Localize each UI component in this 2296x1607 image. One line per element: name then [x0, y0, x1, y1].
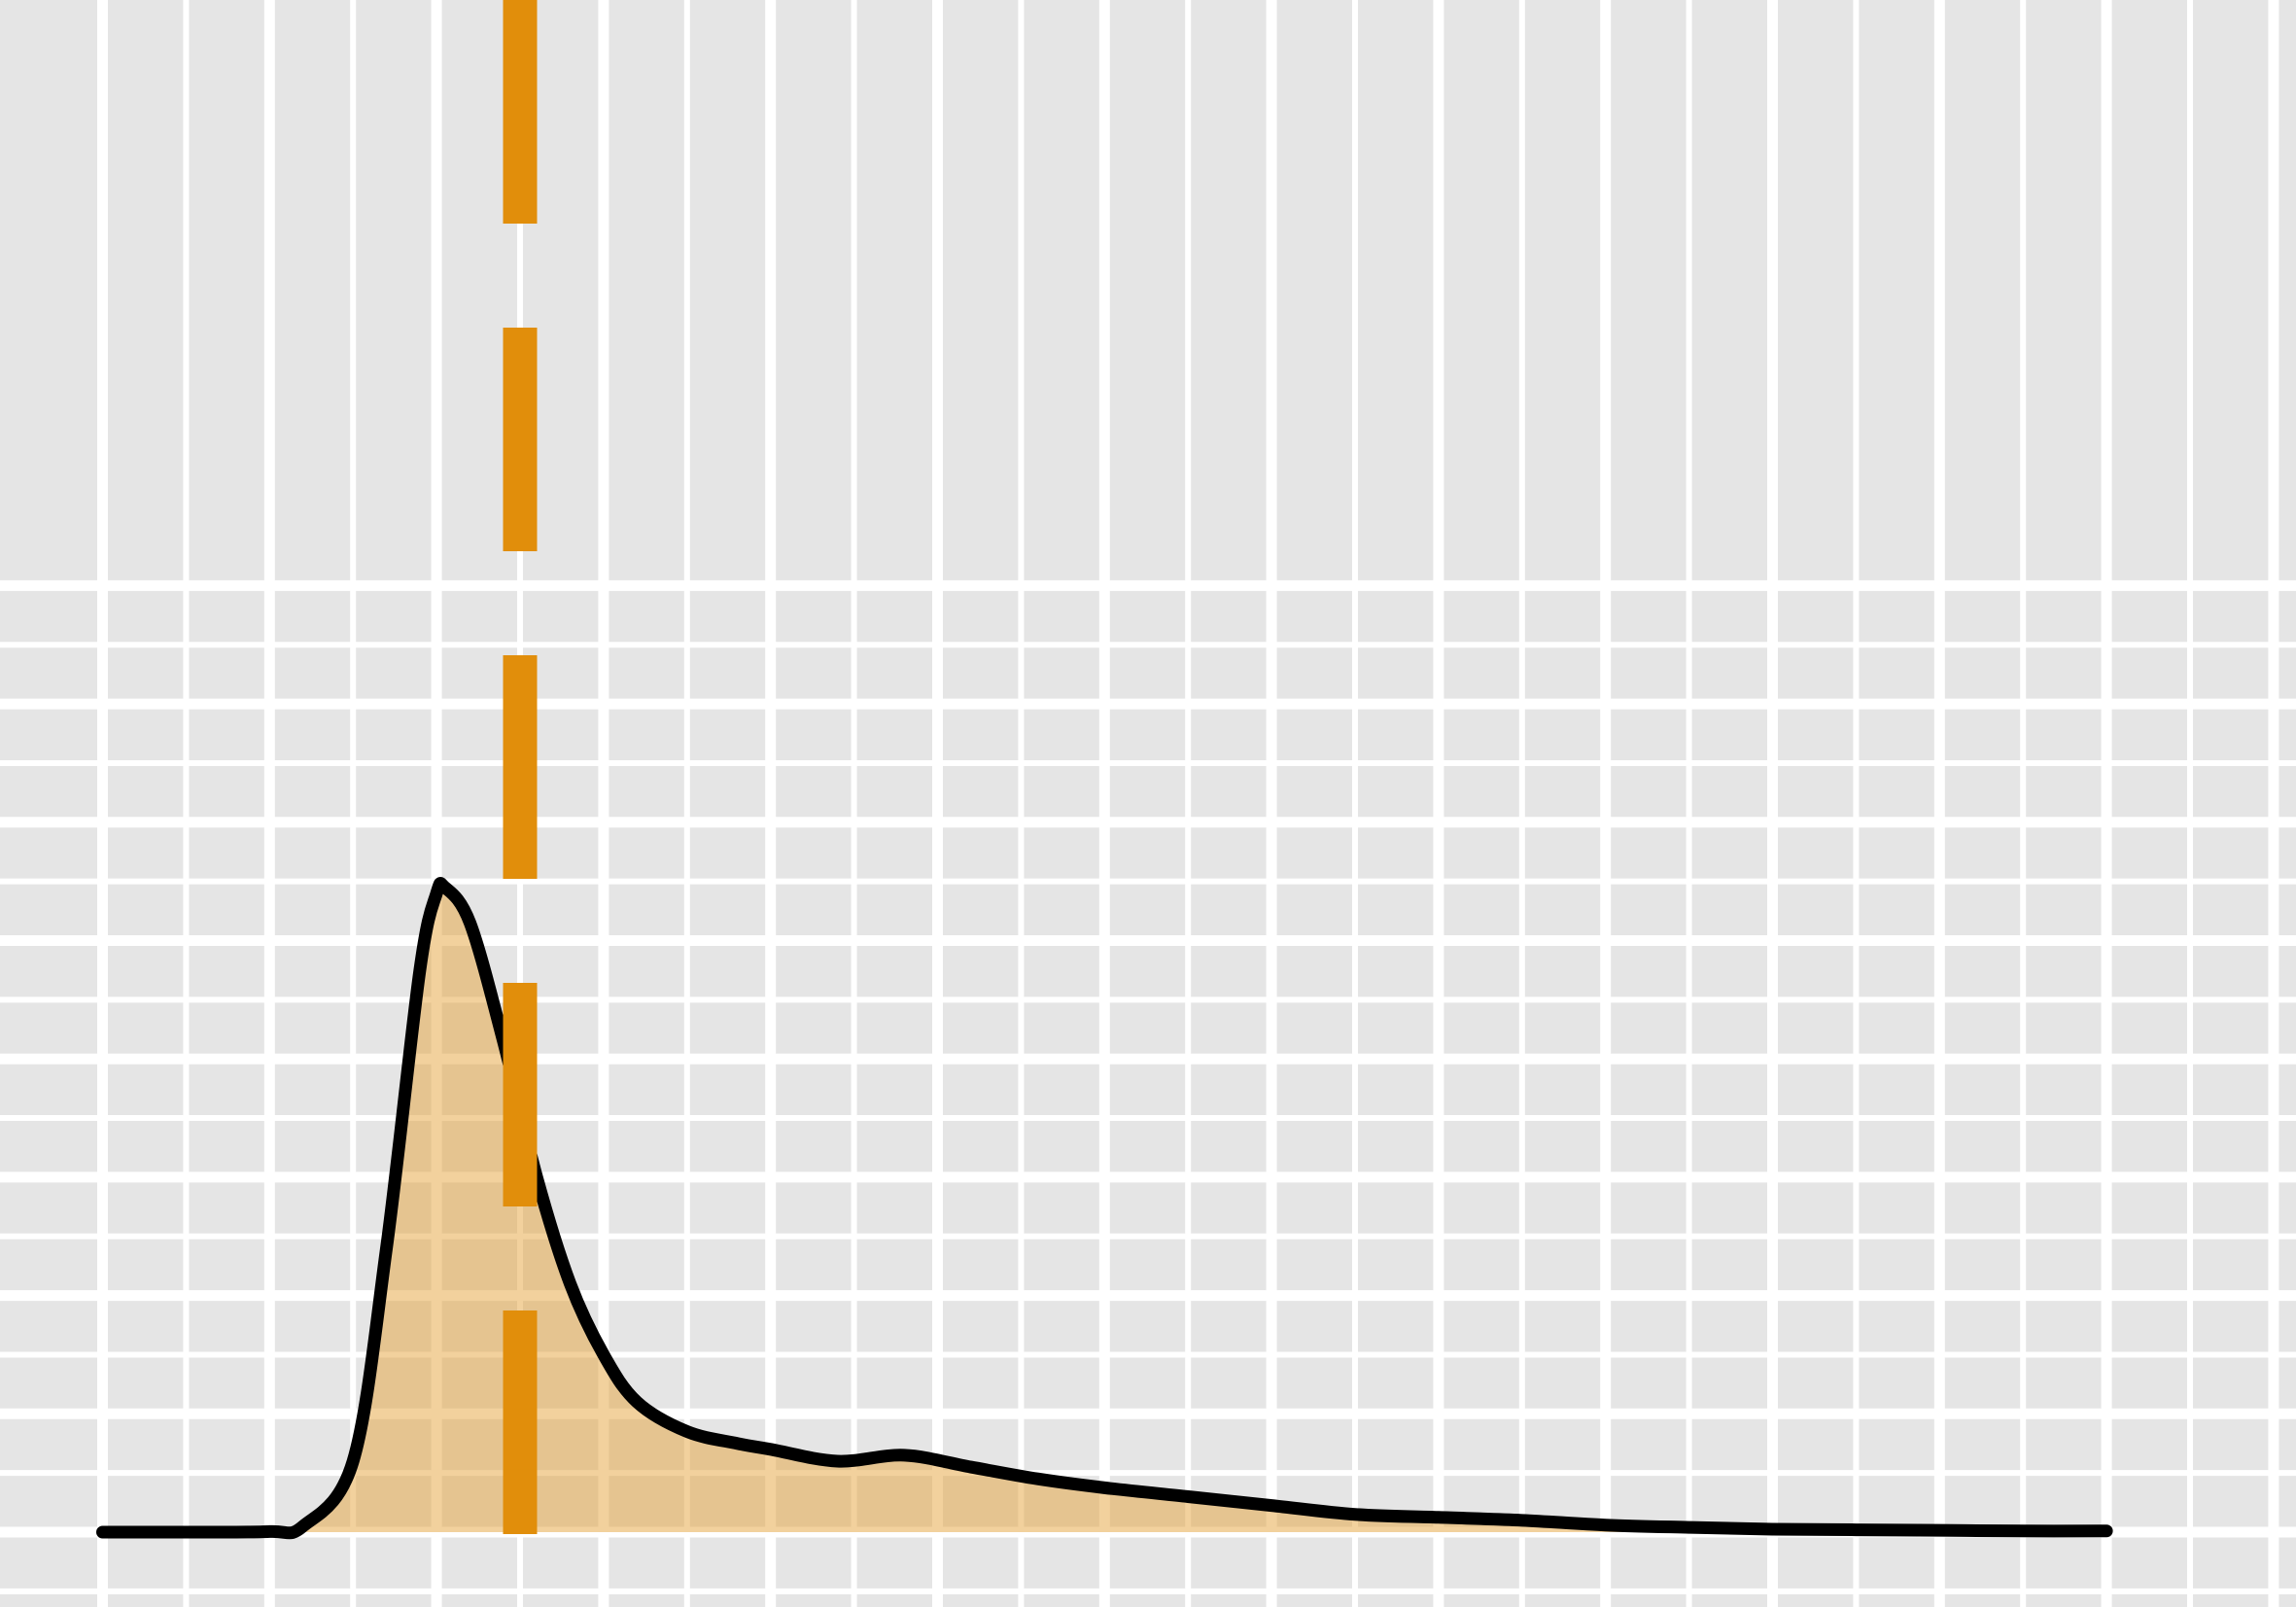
density-line-layer [96, 877, 2113, 1540]
density-area [102, 883, 2107, 1533]
density-area-layer [102, 883, 2107, 1533]
density-line [96, 877, 2113, 1540]
